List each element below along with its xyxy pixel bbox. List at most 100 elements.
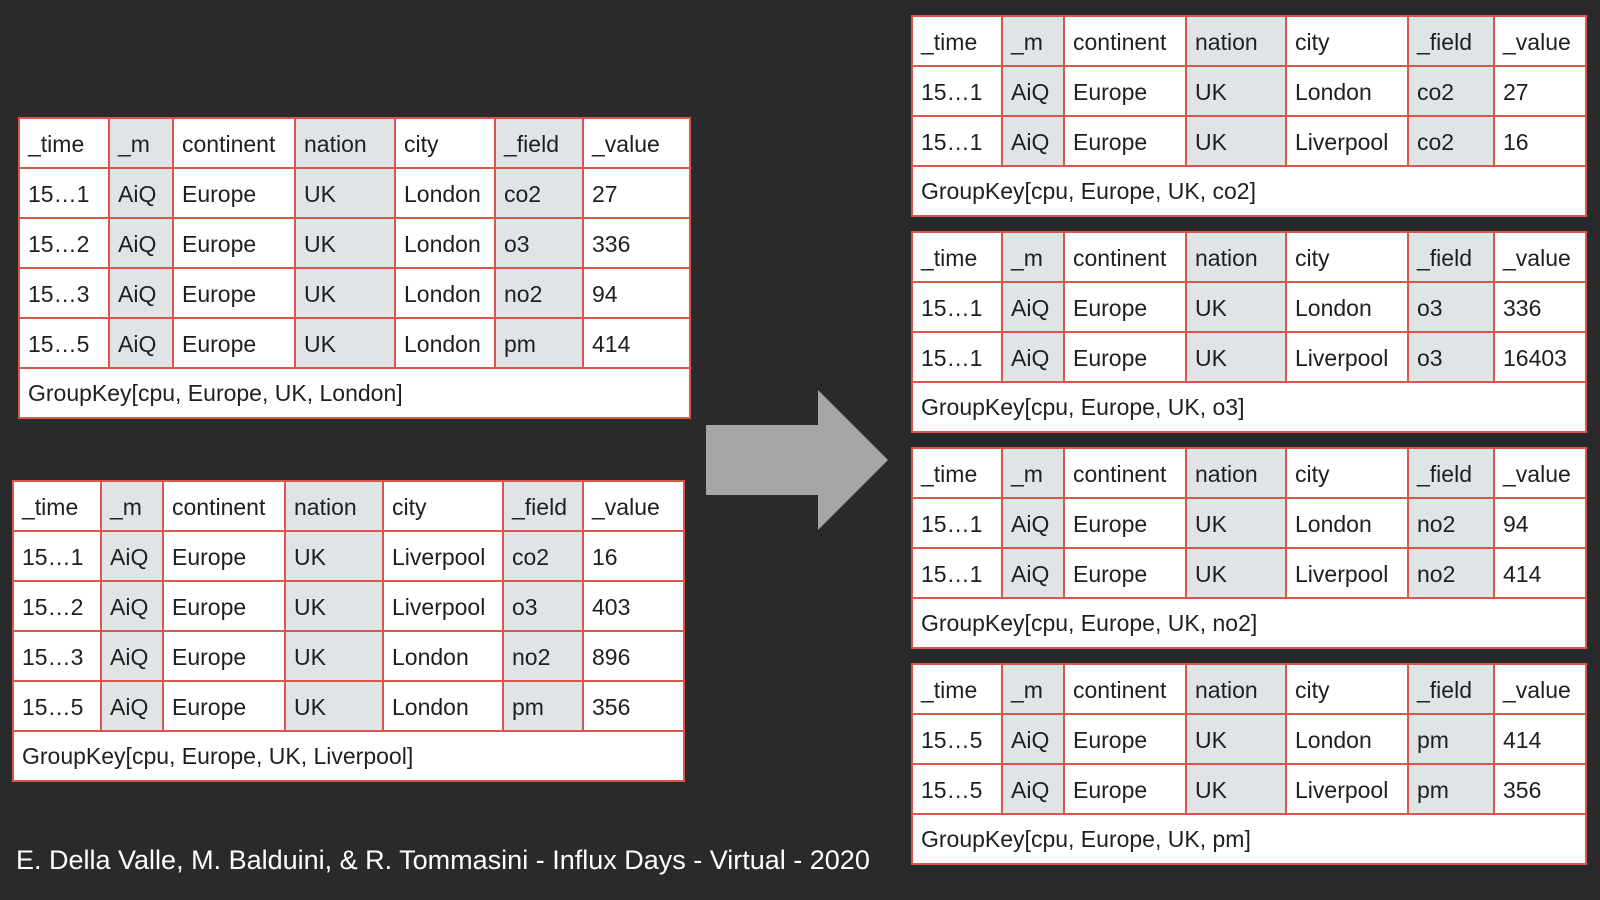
table-cell: AiQ bbox=[1003, 549, 1065, 599]
table-cell: 15…1 bbox=[913, 499, 1003, 549]
table-cell: o3 bbox=[496, 219, 584, 269]
column-header: _field bbox=[1409, 233, 1495, 283]
column-header: continent bbox=[1065, 665, 1187, 715]
table-cell: co2 bbox=[1409, 117, 1495, 167]
table-cell: London bbox=[1287, 499, 1409, 549]
table-cell: AiQ bbox=[1003, 117, 1065, 167]
table-cell: 27 bbox=[584, 169, 689, 219]
column-header: _field bbox=[1409, 17, 1495, 67]
table-cell: London bbox=[396, 169, 496, 219]
column-header: _time bbox=[913, 17, 1003, 67]
table-cell: AiQ bbox=[1003, 715, 1065, 765]
table-cell: UK bbox=[1187, 499, 1287, 549]
table-grid: _time _m continent nation city _field _value 15… bbox=[913, 449, 1585, 599]
table-cell: AiQ bbox=[110, 319, 174, 369]
column-header: _value bbox=[1495, 449, 1585, 499]
column-header: _m bbox=[1003, 665, 1065, 715]
table-cell: 414 bbox=[1495, 549, 1585, 599]
table-cell: Europe bbox=[174, 319, 296, 369]
table-grid: _time _m continent nation city _field _value 15… bbox=[913, 665, 1585, 815]
column-header: nation bbox=[1187, 665, 1287, 715]
table-cell: Liverpool bbox=[1287, 117, 1409, 167]
table-cell: co2 bbox=[1409, 67, 1495, 117]
table-cell: 15…1 bbox=[913, 117, 1003, 167]
table-cell: co2 bbox=[504, 532, 584, 582]
table-cell: UK bbox=[296, 219, 396, 269]
table-cell: London bbox=[384, 632, 504, 682]
column-header: _time bbox=[913, 449, 1003, 499]
table-cell: 15…5 bbox=[913, 765, 1003, 815]
table-cell: 16 bbox=[584, 532, 683, 582]
column-header: _m bbox=[102, 482, 164, 532]
table-cell: AiQ bbox=[110, 219, 174, 269]
table-cell: 336 bbox=[584, 219, 689, 269]
column-header: continent bbox=[164, 482, 286, 532]
table-cell: o3 bbox=[504, 582, 584, 632]
column-header: _time bbox=[913, 665, 1003, 715]
table-cell: UK bbox=[296, 269, 396, 319]
table-cell: UK bbox=[296, 319, 396, 369]
table-group-pm: _time _m continent nation city _field _value 15… bbox=[911, 663, 1587, 865]
table-cell: London bbox=[396, 319, 496, 369]
column-header: _m bbox=[1003, 449, 1065, 499]
table-cell: London bbox=[384, 682, 504, 732]
table-cell: 15…1 bbox=[14, 532, 102, 582]
table-cell: o3 bbox=[1409, 283, 1495, 333]
table-cell: 16403 bbox=[1495, 333, 1585, 383]
table-cell: 15…1 bbox=[913, 333, 1003, 383]
table-cell: AiQ bbox=[1003, 283, 1065, 333]
table-cell: 15…3 bbox=[14, 632, 102, 682]
table-cell: 414 bbox=[584, 319, 689, 369]
table-cell: 403 bbox=[584, 582, 683, 632]
column-header: city bbox=[1287, 665, 1409, 715]
column-header: city bbox=[1287, 233, 1409, 283]
column-header: _field bbox=[504, 482, 584, 532]
table-cell: Europe bbox=[1065, 549, 1187, 599]
group-key-label: GroupKey[cpu, Europe, UK, o3] bbox=[921, 394, 1245, 420]
table-cell: UK bbox=[286, 582, 384, 632]
column-header: _value bbox=[1495, 233, 1585, 283]
column-header: _m bbox=[1003, 17, 1065, 67]
table-group-no2: _time _m continent nation city _field _value 15… bbox=[911, 447, 1587, 649]
table-cell: pm bbox=[496, 319, 584, 369]
table-cell: 15…5 bbox=[14, 682, 102, 732]
column-header: city bbox=[396, 119, 496, 169]
table-cell: Europe bbox=[1065, 765, 1187, 815]
table-cell: no2 bbox=[504, 632, 584, 682]
table-cell: Europe bbox=[164, 632, 286, 682]
table-cell: Europe bbox=[1065, 283, 1187, 333]
table-cell: Europe bbox=[164, 682, 286, 732]
table-cell: AiQ bbox=[1003, 333, 1065, 383]
table-grid: _time _m continent nation city _field _value 15… bbox=[913, 233, 1585, 383]
table-cell: AiQ bbox=[102, 632, 164, 682]
table-cell: 15…2 bbox=[20, 219, 110, 269]
table-cell: no2 bbox=[1409, 549, 1495, 599]
table-cell: 356 bbox=[584, 682, 683, 732]
column-header: city bbox=[384, 482, 504, 532]
group-key-label: GroupKey[cpu, Europe, UK, London] bbox=[28, 380, 403, 406]
group-key-label: GroupKey[cpu, Europe, UK, Liverpool] bbox=[22, 743, 414, 769]
table-cell: 15…1 bbox=[20, 169, 110, 219]
right-arrow-icon bbox=[706, 390, 888, 530]
table-cell: 16 bbox=[1495, 117, 1585, 167]
column-header: _field bbox=[1409, 449, 1495, 499]
table-cell: Europe bbox=[164, 582, 286, 632]
table-cell: UK bbox=[1187, 549, 1287, 599]
table-cell: Europe bbox=[1065, 117, 1187, 167]
column-header: _field bbox=[1409, 665, 1495, 715]
column-header: _value bbox=[1495, 17, 1585, 67]
table-cell: UK bbox=[286, 532, 384, 582]
table-cell: Liverpool bbox=[384, 532, 504, 582]
table-cell: 15…3 bbox=[20, 269, 110, 319]
column-header: _m bbox=[1003, 233, 1065, 283]
column-header: city bbox=[1287, 17, 1409, 67]
column-header: _time bbox=[20, 119, 110, 169]
table-cell: Europe bbox=[174, 269, 296, 319]
slide-caption: E. Della Valle, M. Balduini, & R. Tommas… bbox=[16, 845, 870, 875]
table-cell: 27 bbox=[1495, 67, 1585, 117]
table-cell: UK bbox=[296, 169, 396, 219]
table-cell: pm bbox=[1409, 765, 1495, 815]
column-header: city bbox=[1287, 449, 1409, 499]
table-cell: AiQ bbox=[102, 682, 164, 732]
table-cell: UK bbox=[286, 682, 384, 732]
